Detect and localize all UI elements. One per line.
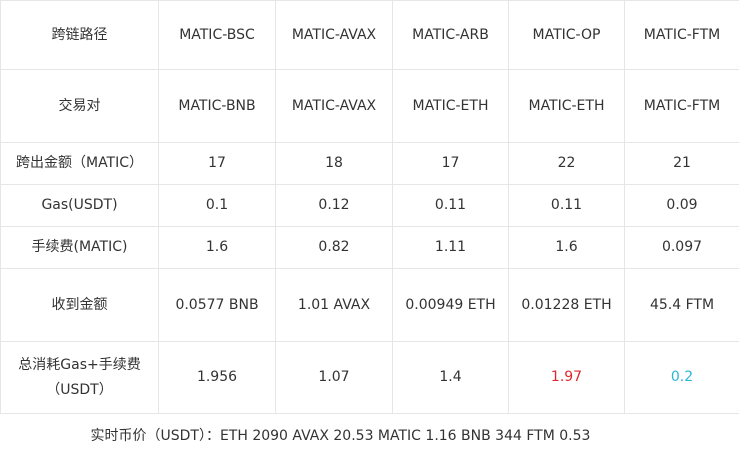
row-total-cost: 总消耗Gas+手续费（USDT） 1.956 1.07 1.4 1.97 0.2 — [1, 342, 739, 414]
table-cell: MATIC-BSC — [159, 1, 276, 70]
table-cell: MATIC-ETH — [509, 70, 625, 143]
table-cell: 0.09 — [625, 185, 739, 227]
row-fee: 手续费(MATIC) 1.6 0.82 1.11 1.6 0.097 — [1, 227, 739, 269]
table-cell: MATIC-BNB — [159, 70, 276, 143]
price-footnote: 实时币价（USDT）：ETH 2090 AVAX 20.53 MATIC 1.1… — [1, 414, 739, 458]
row-label: 收到金额 — [1, 269, 159, 342]
table-cell: 1.6 — [159, 227, 276, 269]
table-cell-lowest: 0.2 — [625, 342, 739, 414]
table-cell: 0.0577 BNB — [159, 269, 276, 342]
table-cell: MATIC-AVAX — [276, 70, 393, 143]
row-label: Gas(USDT) — [1, 185, 159, 227]
row-label: 交易对 — [1, 70, 159, 143]
table-cell: 0.12 — [276, 185, 393, 227]
row-gas: Gas(USDT) 0.1 0.12 0.11 0.11 0.09 — [1, 185, 739, 227]
table-cell: 21 — [625, 143, 739, 185]
row-label: 跨出金额（MATIC） — [1, 143, 159, 185]
table-cell: 1.956 — [159, 342, 276, 414]
table-cell: 1.4 — [393, 342, 509, 414]
row-footer: 实时币价（USDT）：ETH 2090 AVAX 20.53 MATIC 1.1… — [1, 414, 739, 458]
table-cell: 0.11 — [509, 185, 625, 227]
table-cell: 17 — [393, 143, 509, 185]
table-cell: 0.82 — [276, 227, 393, 269]
table-cell: 0.1 — [159, 185, 276, 227]
row-label: 跨链路径 — [1, 1, 159, 70]
table-cell: 1.07 — [276, 342, 393, 414]
row-label: 手续费(MATIC) — [1, 227, 159, 269]
table-cell: 0.11 — [393, 185, 509, 227]
row-label: 总消耗Gas+手续费（USDT） — [1, 342, 159, 414]
table-cell: MATIC-ETH — [393, 70, 509, 143]
table-cell: 0.00949 ETH — [393, 269, 509, 342]
table-cell: MATIC-FTM — [625, 1, 739, 70]
table-cell: 17 — [159, 143, 276, 185]
table-cell: 18 — [276, 143, 393, 185]
table-cell: MATIC-AVAX — [276, 1, 393, 70]
row-trading-pair: 交易对 MATIC-BNB MATIC-AVAX MATIC-ETH MATIC… — [1, 70, 739, 143]
table-cell: 1.6 — [509, 227, 625, 269]
table-cell-highest: 1.97 — [509, 342, 625, 414]
table-cell: 22 — [509, 143, 625, 185]
table-cell: MATIC-FTM — [625, 70, 739, 143]
table-cell: MATIC-ARB — [393, 1, 509, 70]
table-cell: 1.01 AVAX — [276, 269, 393, 342]
table-cell: 1.11 — [393, 227, 509, 269]
row-amount-received: 收到金额 0.0577 BNB 1.01 AVAX 0.00949 ETH 0.… — [1, 269, 739, 342]
row-bridge-path: 跨链路径 MATIC-BSC MATIC-AVAX MATIC-ARB MATI… — [1, 1, 739, 70]
row-amount-out: 跨出金额（MATIC） 17 18 17 22 21 — [1, 143, 739, 185]
table-cell: 45.4 FTM — [625, 269, 739, 342]
table-cell: 0.01228 ETH — [509, 269, 625, 342]
table-cell: 0.097 — [625, 227, 739, 269]
table-cell: MATIC-OP — [509, 1, 625, 70]
